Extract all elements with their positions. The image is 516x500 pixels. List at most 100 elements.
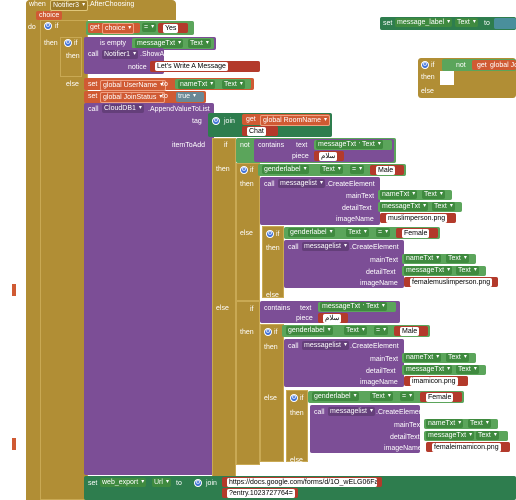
piece-text[interactable]: سلام [323,314,342,323]
message-label-dropdown[interactable]: message_label [395,18,453,27]
female-value[interactable]: Female [402,229,430,238]
messageTxt-dropdown[interactable]: messageTxt [404,266,453,275]
nameTxt-dropdown[interactable]: nameTxt [404,353,442,362]
nameTxt-dropdown[interactable]: nameTxt [426,419,464,428]
mutator-gear-icon[interactable]: ⚙ [290,394,298,402]
genderlabel-dropdown[interactable]: genderlabel [286,326,333,335]
text-prop-dropdown[interactable]: Text [188,39,211,48]
text-prop-dropdown[interactable]: Text [456,266,479,275]
get-global-block[interactable] [472,60,516,70]
messageTxt-dropdown[interactable]: messageTxt [404,365,453,374]
url-prop-dropdown[interactable]: Url [152,478,171,487]
mutator-gear-icon[interactable]: ⚙ [421,61,429,69]
male-value[interactable]: Male [400,327,420,336]
call-label: call [88,51,99,58]
text-prop-dropdown[interactable]: Text [432,202,455,211]
mutator-gear-icon[interactable]: ⚙ [212,117,220,125]
if-male-block[interactable] [236,163,260,301]
male-value[interactable]: Male [376,166,396,175]
yes-value[interactable]: Yes [163,24,179,33]
nameTxt-dropdown[interactable]: nameTxt [380,190,418,199]
text-prop-dropdown[interactable]: Text [360,140,383,149]
text-prop-dropdown[interactable]: Text [446,254,469,263]
messageTxt-dropdown[interactable]: messageTxt [135,39,184,48]
messageTxt-dropdown[interactable]: messageTxt [316,140,365,149]
if-male2-block[interactable] [260,324,284,462]
genderlabel-dropdown[interactable]: genderlabel [288,228,335,237]
messagelist-dropdown[interactable]: messagelist [328,407,375,416]
nameTxt-dropdown[interactable]: nameTxt [404,254,442,263]
if-female-block[interactable] [262,226,284,298]
text-prop-dropdown[interactable]: Text [320,165,343,174]
text-prop-dropdown[interactable]: Text [370,392,393,401]
eq-dropdown[interactable]: = [374,326,389,335]
image-name-text[interactable]: femaleimamicon.png [432,443,501,452]
text-prop-dropdown[interactable]: Text [364,302,387,311]
value-slot[interactable] [494,18,516,29]
messagelist-dropdown[interactable]: messagelist [302,242,349,251]
create-element-method: .CreateElement [326,181,375,188]
choice-var-dropdown[interactable]: choice [102,23,135,34]
messageTxt-dropdown[interactable]: messageTxt [320,302,369,311]
if-choice-block[interactable] [40,20,88,500]
text-prop-dropdown[interactable]: Text [455,18,478,27]
text-prop-dropdown[interactable]: Text [456,365,479,374]
if-contains-block[interactable] [212,138,236,478]
mutator-gear-icon[interactable]: ⚙ [240,166,248,174]
text-prop-dropdown[interactable]: Text [344,326,367,335]
text-prop-dropdown[interactable]: Text [468,419,491,428]
text-prop-dropdown[interactable]: Text [476,431,499,440]
genderlabel-dropdown[interactable]: genderlabel [262,165,309,174]
mutator-gear-icon[interactable]: ⚙ [264,328,272,336]
if-empty-block[interactable] [60,37,82,77]
chat-text[interactable]: Chat [247,127,266,136]
mutator-gear-icon[interactable]: ⚙ [266,230,274,238]
if-female2-block[interactable] [286,390,308,462]
clouddb1-dropdown[interactable]: CloudDB1 [102,104,144,113]
choice-param[interactable]: choice [36,11,63,20]
append-method: .AppendValueToList [148,106,210,113]
image-name-text[interactable]: imamicon.png [410,377,458,386]
eq-dropdown[interactable]: = [142,23,157,32]
if-label: if [274,329,278,336]
genderlabel-dropdown[interactable]: genderlabel [312,392,359,401]
eq-dropdown[interactable]: = [350,165,365,174]
mutator-gear-icon[interactable]: ⚙ [64,39,72,47]
roomname-var-dropdown[interactable]: global RoomName [260,115,330,126]
entry-text[interactable]: ?entry.1023727764= [227,489,295,498]
else-label: else [216,305,229,312]
if-contains2-block[interactable] [236,301,260,465]
append-value-block[interactable] [84,103,214,475]
messageTxt-dropdown[interactable]: messageTxt [380,202,429,211]
detailText-label: detailText [366,368,396,375]
is-empty-label: is empty [100,40,127,47]
nameTxt-dropdown[interactable]: nameTxt [178,80,216,89]
piece-label: piece [292,153,309,160]
url-text[interactable]: https://docs.google.com/forms/d/1O_wELG0… [227,478,377,487]
messagelist-dropdown[interactable]: messagelist [302,341,349,350]
call-label: call [288,244,299,251]
text-prop-dropdown[interactable]: Text [422,190,445,199]
piece-text[interactable]: سلام [319,152,338,161]
messageTxt-dropdown[interactable]: messageTxt [426,431,475,440]
messagelist-dropdown[interactable]: messagelist [278,179,325,188]
eq-dropdown[interactable]: = [400,392,415,401]
text-prop-dropdown[interactable]: Text [222,80,245,89]
notifier1-dropdown[interactable]: Notifier1 [102,50,139,59]
text-prop-dropdown[interactable]: Text [346,228,369,237]
true-dropdown[interactable]: true [176,92,199,101]
text-prop-dropdown[interactable]: Text [446,353,469,362]
image-name-text[interactable]: femalemuslimperson.png [410,278,493,287]
event-component-dropdown[interactable]: Notifier3 [50,0,89,11]
joinstatus-var-dropdown[interactable]: global JoinStatus [100,92,166,103]
global-var-label: global Joi [490,62,516,69]
mutator-gear-icon[interactable]: ⚙ [194,479,202,487]
mutator-gear-icon[interactable]: ⚙ [44,22,52,30]
female-value[interactable]: Female [426,393,454,402]
username-var-dropdown[interactable]: global UserName [100,80,167,91]
eq-dropdown[interactable]: = [376,228,391,237]
alert-text[interactable]: Let's Write A Message [155,62,228,71]
web-export-dropdown[interactable]: web_export [100,478,147,487]
set-label: set [88,480,98,487]
image-name-text[interactable]: muslimperson.png [386,214,448,223]
